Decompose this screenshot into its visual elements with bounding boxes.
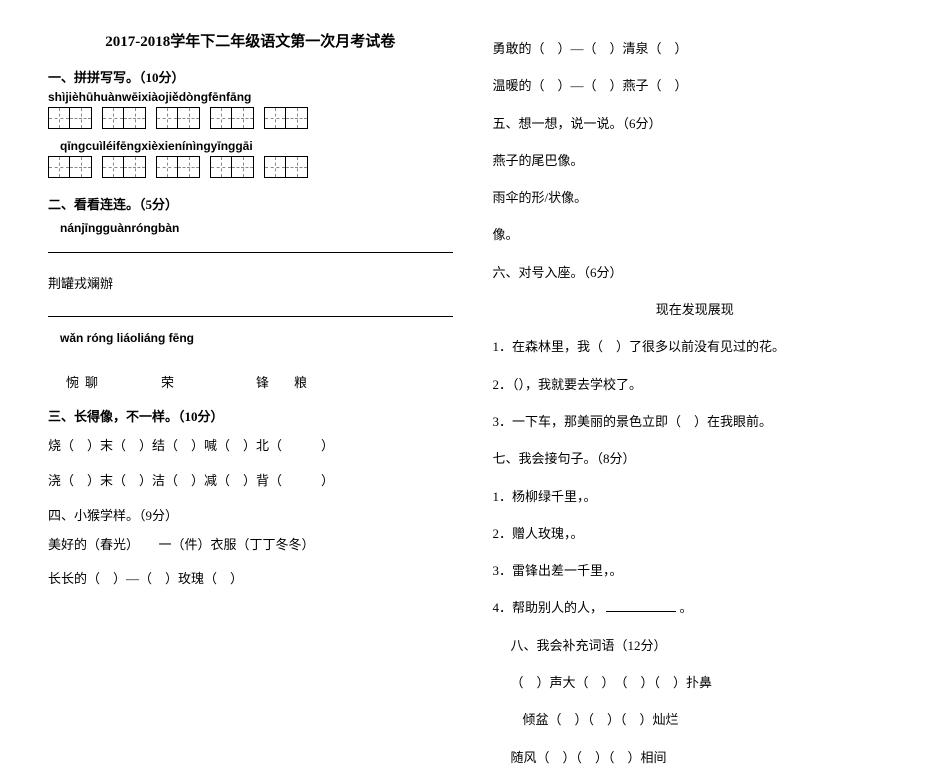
s8-line-1: （ ）声大（ ） （ ）（ ）扑鼻 [493, 669, 898, 696]
right-line-2: 温暖的（ ）—（ ）燕子（ ） [493, 72, 898, 99]
tianzige-cell [124, 107, 146, 129]
tianzige-cell [48, 107, 70, 129]
tianzige-cell [156, 107, 178, 129]
tianzige-cell [286, 156, 308, 178]
s2-pinyin-a: nánjīngguànróngbàn [60, 221, 453, 235]
tianzige-group [156, 107, 200, 129]
pinyin-row-2: qīngcuìléifēngxièxienínìngyīnggāi [60, 139, 453, 153]
s6-item-3: 3．一下车，那美丽的景色立即（ ）在我眼前。 [493, 408, 898, 435]
s5-line-2: 雨伞的形/状像。 [493, 184, 898, 211]
s7-item-2: 2．赠人玫瑰，。 [493, 520, 898, 547]
tianzige-group [264, 156, 308, 178]
s6-word-bank: 现在发现展现 [493, 296, 898, 323]
tianzige-group [102, 107, 146, 129]
tianzige-group [210, 107, 254, 129]
s7-item-3: 3．雷锋出差一千里，。 [493, 557, 898, 584]
tianzige-cell [70, 107, 92, 129]
tianzige-row-2 [48, 156, 453, 178]
tianzige-cell [210, 107, 232, 129]
tianzige-cell [264, 107, 286, 129]
tianzige-cell [48, 156, 70, 178]
s6-item-1: 1．在森林里，我（ ）了很多以前没有见过的花。 [493, 333, 898, 360]
tianzige-cell [102, 156, 124, 178]
section-6-heading: 六、对号入座。（6分） [493, 259, 898, 286]
tianzige-cell [232, 107, 254, 129]
s2-hanzi-b: 惋聊 荣 锋 粮 [48, 371, 453, 396]
tianzige-row-1 [48, 107, 453, 129]
tianzige-group [48, 156, 92, 178]
blank-underline [606, 598, 676, 612]
s8-line-2: 倾盆（ ）（ ）（ ）灿烂 [493, 706, 898, 733]
section-4-heading: 四、小猴学样。（9分） [48, 505, 453, 524]
divider-2 [48, 316, 453, 317]
s7-item-4: 4．帮助别人的人， 。 [493, 594, 898, 621]
s2-hanzi-a: 荆罐戎斓辦 [48, 272, 453, 297]
tianzige-group [264, 107, 308, 129]
s4-line-2: 长长的（ ）—（ ）玫瑰（ ） [48, 567, 453, 592]
section-1-heading: 一、拼拼写写。（10分） [48, 67, 453, 86]
s4-line-1: 美好的（春光） 一（件）衣服（丁丁冬冬） [48, 533, 453, 558]
section-3-heading: 三、长得像，不一样。（10分） [48, 406, 453, 425]
right-line-1: 勇敢的（ ）—（ ）清泉（ ） [493, 35, 898, 62]
tianzige-cell [178, 107, 200, 129]
tianzige-group [156, 156, 200, 178]
tianzige-cell [210, 156, 232, 178]
exam-title: 2017-2018学年下二年级语文第一次月考试卷 [48, 30, 453, 51]
tianzige-cell [70, 156, 92, 178]
section-5-heading: 五、想一想，说一说。（6分） [493, 110, 898, 137]
s6-item-2: 2．（），我就要去学校了。 [493, 371, 898, 398]
s5-line-1: 燕子的尾巴像。 [493, 147, 898, 174]
tianzige-cell [156, 156, 178, 178]
s3-line-1: 烧（ ）末（ ）结（ ）喊（ ）北（ ） [48, 434, 453, 459]
s5-line-3: 像。 [493, 221, 898, 248]
tianzige-cell [286, 107, 308, 129]
s7-item-4-text: 4．帮助别人的人， [493, 600, 604, 615]
tianzige-cell [232, 156, 254, 178]
tianzige-group [102, 156, 146, 178]
tianzige-cell [264, 156, 286, 178]
s8-line-3: 随风（ ）（ ）（ ）相间 [493, 744, 898, 771]
tianzige-cell [102, 107, 124, 129]
tianzige-group [210, 156, 254, 178]
s7-item-1: 1．杨柳绿千里，。 [493, 483, 898, 510]
pinyin-row-1: shìjièhūhuànwēixiàojiědòngfēnfāng [48, 90, 453, 104]
tianzige-group [48, 107, 92, 129]
tianzige-cell [178, 156, 200, 178]
section-7-heading: 七、我会接句子。（8分） [493, 445, 898, 472]
s7-item-4-period: 。 [680, 600, 693, 615]
s2-pinyin-b: wǎn róng liáoliáng fēng [60, 331, 453, 345]
section-2-heading: 二、看看连连。（5分） [48, 194, 453, 213]
tianzige-cell [124, 156, 146, 178]
s3-line-2: 浇（ ）末（ ）洁（ ）减（ ）背（ ） [48, 469, 453, 494]
divider-1 [48, 252, 453, 253]
